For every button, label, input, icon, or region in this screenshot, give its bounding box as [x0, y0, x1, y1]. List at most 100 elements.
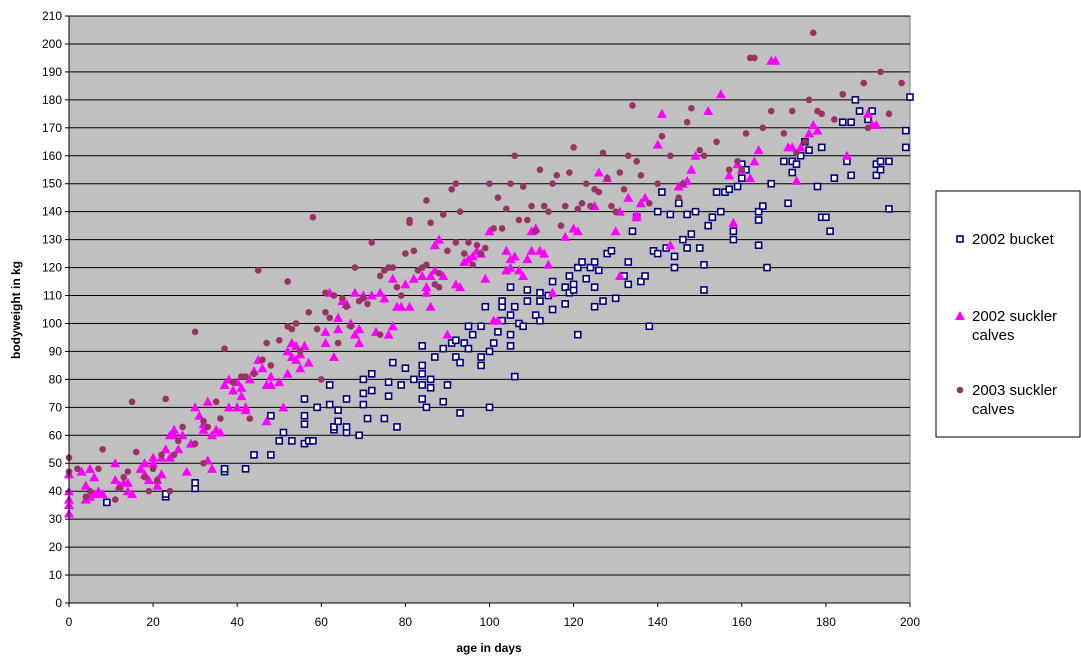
point-s2-84: [328, 352, 339, 362]
point-s3-38: [263, 339, 270, 347]
point-s2-113: [429, 240, 440, 250]
point-s2-35: [169, 430, 180, 440]
point-s2-135: [522, 254, 533, 264]
point-s3-130: [637, 172, 645, 179]
x-tick-label-4: 80: [399, 615, 413, 629]
point-s2-164: [690, 150, 701, 160]
point-s1-111: [607, 247, 616, 255]
point-s1-37: [380, 414, 389, 423]
point-s1-112: [611, 294, 620, 303]
point-s2-85: [333, 312, 344, 322]
point-s3-16: [154, 476, 161, 484]
point-s3-6: [99, 445, 106, 453]
point-s1-141: [716, 207, 725, 216]
point-s1-134: [691, 207, 700, 216]
point-s2-159: [665, 240, 676, 250]
point-s3-80: [435, 269, 443, 277]
point-s2-41: [190, 402, 201, 412]
legend-line-2: calves: [972, 327, 1015, 344]
point-s2-163: [686, 164, 697, 174]
point-s1-138: [704, 221, 712, 230]
point-s3-11: [128, 398, 136, 406]
x-tick-label-1: 20: [146, 615, 160, 629]
point-s3-158: [831, 116, 838, 123]
point-s1-29: [342, 395, 351, 403]
point-s3-81: [435, 283, 443, 291]
point-s3-26: [200, 418, 207, 425]
point-s1-84: [519, 322, 527, 331]
point-s1-151: [754, 216, 763, 224]
point-s2-107: [417, 270, 428, 280]
point-s2-181: [808, 120, 819, 130]
legend-label-1: 2002 bucket: [972, 231, 1055, 248]
point-s1-54: [439, 397, 448, 406]
point-s1-186: [906, 93, 914, 101]
y-tick-label-8: 80: [49, 372, 63, 386]
point-s2-90: [349, 329, 360, 339]
point-s1-50: [422, 403, 431, 412]
axes: [65, 15, 911, 607]
point-s1-0: [103, 498, 111, 507]
point-s3-73: [410, 247, 418, 255]
point-s2-30: [156, 469, 167, 479]
point-s1-51: [426, 383, 435, 392]
y-tick-label-14: 140: [42, 205, 62, 219]
point-s2-149: [610, 226, 621, 236]
point-s2-36: [169, 424, 180, 434]
series-1: [103, 93, 914, 507]
point-s3-52: [326, 314, 334, 322]
point-s1-78: [506, 330, 515, 339]
point-s3-152: [793, 149, 800, 157]
point-s1-44: [410, 375, 418, 384]
point-s1-120: [645, 322, 654, 331]
point-s1-181: [876, 157, 885, 166]
point-s1-35: [367, 386, 376, 395]
point-s3-143: [734, 158, 741, 165]
point-s3-4: [86, 487, 94, 495]
point-s3-134: [667, 152, 674, 160]
point-s1-69: [481, 302, 490, 311]
point-s1-160: [792, 160, 801, 168]
point-s3-84: [448, 186, 455, 193]
x-tick-label-7: 140: [648, 615, 668, 629]
point-s2-47: [206, 430, 217, 440]
point-s3-60: [360, 295, 367, 302]
point-s2-142: [547, 287, 558, 297]
y-tick-label-16: 160: [42, 149, 62, 163]
point-s3-132: [654, 180, 661, 188]
point-s1-80: [506, 283, 515, 291]
point-s3-149: [767, 107, 775, 115]
point-s2-179: [795, 142, 806, 152]
point-s3-64: [376, 272, 384, 280]
point-s1-127: [670, 263, 679, 272]
x-tick-label-8: 160: [732, 615, 752, 629]
point-s3-108: [545, 208, 552, 215]
point-s2-75: [291, 354, 302, 364]
point-s1-104: [586, 263, 595, 272]
point-s2-165: [703, 106, 714, 116]
point-s2-160: [673, 181, 684, 191]
point-s1-179: [872, 171, 881, 180]
point-s3-126: [620, 186, 628, 193]
point-s2-14: [97, 488, 108, 498]
point-s1-53: [431, 353, 439, 361]
point-s1-79: [506, 311, 515, 319]
point-s2-39: [181, 466, 192, 476]
point-s1-126: [666, 210, 675, 219]
point-s3-106: [536, 166, 544, 174]
point-s1-8: [250, 451, 258, 459]
point-s2-132: [509, 251, 520, 261]
x-tick-label-10: 200: [900, 615, 920, 629]
point-s3-44: [292, 320, 300, 327]
point-s2-71: [282, 346, 293, 356]
point-s1-183: [885, 157, 893, 166]
point-s3-51: [322, 289, 329, 297]
point-s1-172: [847, 171, 855, 180]
point-s2-70: [278, 402, 289, 412]
point-s1-137: [700, 260, 708, 269]
point-s2-128: [501, 265, 512, 275]
point-s3-139: [696, 146, 704, 154]
point-s3-151: [788, 107, 796, 115]
point-s1-48: [418, 361, 427, 370]
point-s3-42: [284, 278, 291, 285]
